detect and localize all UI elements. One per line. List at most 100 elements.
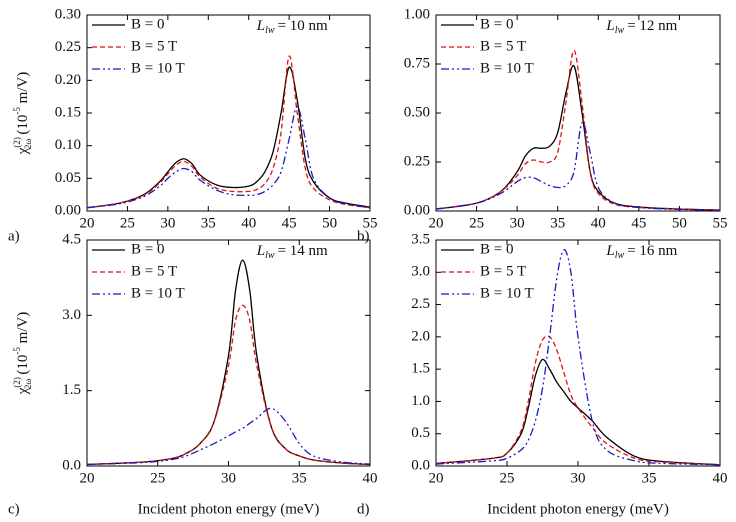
- x-tick-label: 25: [469, 215, 484, 231]
- annotation-subscript: lw: [265, 25, 275, 36]
- y-tick-label: 0.25: [404, 153, 430, 169]
- x-tick-label: 30: [160, 215, 175, 231]
- y-tick-label: 0.0: [62, 457, 81, 473]
- annotation-symbol: L: [605, 18, 614, 34]
- y-axis-label: χ(2)2ω (10-5 m/V): [12, 312, 33, 396]
- annotation-subscript: lw: [615, 250, 625, 261]
- series-line: [86, 66, 371, 209]
- legend-label: B = 10 T: [480, 285, 534, 301]
- panel: 20 25 30 35 40 45 50 55 0.00 0.25 0.50 0.75 1.00 B = …: [357, 6, 728, 244]
- plot-frame: [435, 14, 721, 212]
- y-tick-label: 0.00: [404, 202, 430, 218]
- legend-label: B = 10 T: [131, 285, 185, 301]
- x-tick-label: 30: [571, 470, 586, 486]
- y-label-subscript: 2ω: [23, 379, 33, 390]
- y-tick-label: 1.5: [62, 382, 81, 398]
- legend-label: B = 5 T: [480, 263, 526, 279]
- x-tick-label: 40: [241, 215, 256, 231]
- y-label-unit: (10: [15, 355, 31, 375]
- x-tick-label: 50: [672, 215, 687, 231]
- legend-label: B = 0: [480, 241, 513, 257]
- y-label-superscript: (2): [12, 377, 22, 388]
- annotation-symbol: L: [605, 243, 614, 259]
- legend-label: B = 10 T: [131, 60, 185, 76]
- y-tick-label: 0.0: [411, 457, 430, 473]
- x-tick-label: 35: [201, 215, 216, 231]
- panel-label: a): [8, 228, 20, 244]
- x-axis-label: Incident photon energy (meV): [138, 501, 320, 517]
- annotation-subscript: lw: [265, 250, 275, 261]
- y-tick-label: 0.75: [404, 55, 430, 71]
- x-tick-label: 35: [550, 215, 565, 231]
- y-label-unit: (10: [15, 115, 31, 135]
- plot-frame: [86, 14, 371, 212]
- series-line: [435, 122, 721, 211]
- annotation-symbol: L: [256, 243, 265, 259]
- x-tick-label: 40: [591, 215, 606, 231]
- annotation: Llw = 14 nm: [256, 243, 328, 261]
- panel: 20 25 30 35 40 45 50 55 0.00 0.05 0.10 0.15 0.20 0.25…: [8, 6, 378, 244]
- x-tick-label: 50: [322, 215, 337, 231]
- x-tick-label: 25: [150, 470, 165, 486]
- y-axis-label: χ(2)2ω (10-5 m/V): [12, 72, 33, 156]
- plot-frame: [435, 239, 721, 467]
- y-tick-label: 4.5: [62, 231, 81, 247]
- series-line: [435, 335, 721, 466]
- y-tick-label: 0.50: [404, 104, 430, 120]
- y-label-symbol: χ: [15, 147, 31, 155]
- y-label-exponent: -5: [12, 107, 22, 115]
- x-tick-label: 40: [363, 470, 378, 486]
- legend-label: B = 0: [480, 16, 513, 32]
- annotation-text: = 12 nm: [627, 18, 677, 34]
- series-line: [86, 55, 371, 209]
- legend-label: B = 5 T: [131, 263, 177, 279]
- x-tick-label: 55: [363, 215, 378, 231]
- y-tick-label: 1.0: [411, 393, 430, 409]
- annotation: Llw = 16 nm: [605, 243, 677, 261]
- series-line: [435, 249, 721, 466]
- y-tick-label: 0.10: [55, 137, 81, 153]
- y-tick-label: 2.5: [411, 296, 430, 312]
- annotation-text: = 16 nm: [627, 243, 677, 259]
- y-tick-label: 1.00: [404, 6, 430, 22]
- annotation: Llw = 10 nm: [256, 18, 328, 36]
- series-line: [86, 407, 371, 466]
- annotation-text: = 14 nm: [278, 243, 328, 259]
- x-tick-label: 45: [282, 215, 297, 231]
- annotation-subscript: lw: [615, 25, 625, 36]
- x-tick-label: 30: [510, 215, 525, 231]
- legend-label: B = 0: [131, 241, 164, 257]
- series-line: [86, 105, 371, 209]
- y-label-unit-end: m/V): [15, 72, 31, 107]
- y-tick-label: 0.5: [411, 425, 430, 441]
- x-tick-label: 25: [500, 470, 515, 486]
- y-tick-label: 0.25: [55, 39, 81, 55]
- y-tick-label: 3.0: [62, 307, 81, 323]
- legend-label: B = 10 T: [480, 60, 534, 76]
- series-line: [435, 358, 721, 466]
- annotation-text: = 10 nm: [278, 18, 328, 34]
- y-tick-label: 0.00: [55, 202, 81, 218]
- y-tick-label: 3.5: [411, 231, 430, 247]
- x-tick-label: 20: [429, 215, 444, 231]
- panel-label: d): [357, 501, 370, 517]
- y-tick-label: 0.15: [55, 104, 81, 120]
- y-tick-label: 0.30: [55, 6, 81, 22]
- y-tick-label: 0.20: [55, 72, 81, 88]
- x-tick-label: 40: [713, 470, 728, 486]
- x-axis-label: Incident photon energy (meV): [487, 501, 669, 517]
- legend-label: B = 0: [131, 16, 164, 32]
- x-tick-label: 20: [80, 470, 95, 486]
- x-tick-label: 45: [631, 215, 646, 231]
- x-tick-label: 25: [120, 215, 135, 231]
- y-tick-label: 0.05: [55, 170, 81, 186]
- legend-label: B = 5 T: [480, 38, 526, 54]
- panel: 20 25 30 35 40 0.0 1.5 3.0 4.5 B = 0 B = 5 T B = 10…: [8, 231, 378, 517]
- y-tick-label: 2.0: [411, 328, 430, 344]
- y-label-superscript: (2): [12, 137, 22, 148]
- y-label-symbol: χ: [15, 387, 31, 395]
- y-label-subscript: 2ω: [23, 139, 33, 150]
- x-tick-label: 20: [429, 470, 444, 486]
- series-line: [435, 49, 721, 211]
